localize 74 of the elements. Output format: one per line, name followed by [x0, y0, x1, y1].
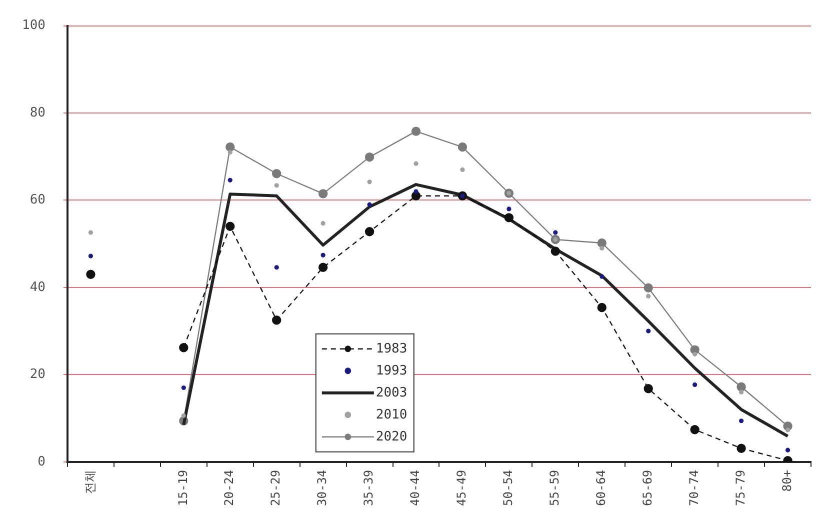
point	[228, 150, 232, 155]
x-tick-label: 55-59	[548, 470, 562, 506]
point	[600, 274, 604, 279]
point	[364, 227, 374, 236]
point	[692, 382, 698, 387]
point	[504, 213, 514, 222]
point	[179, 343, 188, 352]
point	[785, 428, 790, 432]
x-tick-label: 40-44	[408, 470, 422, 506]
point	[414, 189, 418, 194]
y-tick-label: 60	[30, 192, 46, 208]
point	[646, 328, 651, 334]
x-tick-label: 50-54	[501, 470, 516, 506]
point	[367, 180, 372, 184]
point	[181, 413, 186, 418]
point	[226, 142, 235, 152]
point	[644, 384, 653, 394]
x-tick-label: 전체	[82, 470, 97, 494]
point	[318, 262, 328, 272]
point	[785, 448, 790, 452]
point	[364, 152, 374, 162]
point	[550, 246, 560, 256]
x-tick-label: 30-34	[315, 470, 330, 506]
point	[367, 202, 372, 207]
x-tick-label: 35-39	[362, 470, 376, 506]
legend-label: 1983	[376, 341, 408, 356]
point	[88, 254, 94, 258]
legend-label: 1993	[376, 363, 408, 378]
y-tick-label: 20	[30, 367, 46, 382]
point	[274, 265, 279, 270]
point	[414, 161, 418, 166]
point	[736, 444, 746, 453]
point	[458, 142, 468, 152]
point	[597, 302, 606, 312]
x-tick-label: 25-29	[268, 470, 283, 506]
x-tick-label: 80+	[780, 470, 794, 492]
point	[272, 316, 282, 325]
point	[506, 206, 512, 212]
point	[646, 294, 651, 298]
point	[320, 221, 326, 226]
x-tick-label: 75-79	[733, 470, 748, 506]
x-tick-label: 60-64	[594, 470, 608, 506]
x-tick-label: 15-19	[176, 470, 190, 506]
point	[318, 189, 328, 198]
point	[274, 183, 279, 188]
point	[86, 270, 96, 279]
point	[272, 169, 282, 178]
point	[736, 382, 746, 392]
legend-label: 2003	[376, 385, 408, 400]
point	[738, 418, 744, 424]
y-tick-label: 40	[30, 280, 46, 295]
point	[181, 385, 186, 390]
x-tick-label: 70-74	[686, 470, 701, 506]
point	[228, 178, 232, 182]
point	[597, 238, 606, 248]
point	[411, 126, 421, 136]
point	[553, 230, 558, 235]
point	[320, 252, 326, 258]
x-tick-label: 20-24	[222, 470, 236, 506]
point	[226, 222, 235, 231]
y-tick-label: 0	[38, 454, 46, 470]
point	[738, 390, 744, 394]
point	[690, 425, 700, 434]
point	[460, 167, 465, 172]
point	[692, 352, 698, 356]
point	[600, 246, 604, 250]
y-tick-label: 80	[30, 105, 46, 120]
point	[88, 230, 94, 235]
x-tick-label: 45-49	[454, 470, 469, 506]
legend-label: 2020	[376, 429, 408, 444]
x-tick-label: 65-69	[640, 470, 654, 506]
legend-label: 2010	[376, 407, 408, 422]
y-tick-label: 100	[22, 18, 46, 34]
point	[644, 283, 653, 292]
